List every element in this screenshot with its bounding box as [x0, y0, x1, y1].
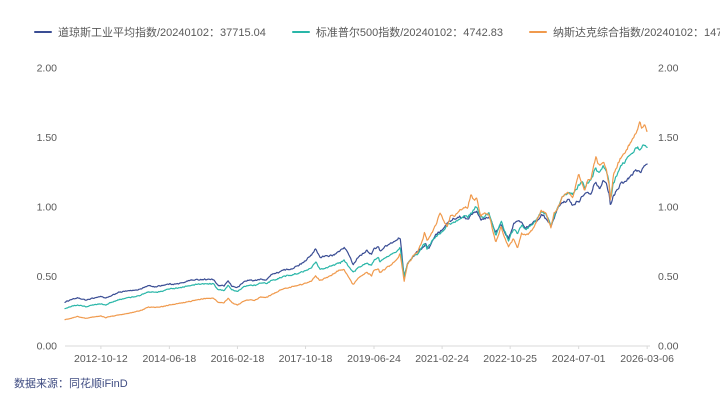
- y-tick-label-left: 2.00: [37, 63, 58, 75]
- x-tick-label: 2019-06-24: [347, 353, 401, 365]
- legend-swatch-icon: [34, 31, 52, 33]
- y-tick-label-right: 1.50: [658, 132, 679, 144]
- legend-swatch-icon: [529, 31, 548, 33]
- legend-label: 道琼斯工业平均指数/20240102：37715.04: [58, 27, 266, 39]
- legend-label: 标准普尔500指数/20240102：4742.83: [315, 27, 504, 39]
- series-line-2: [64, 121, 648, 321]
- legend-swatch-icon: [291, 31, 310, 33]
- legend: 道琼斯工业平均指数/20240102：37715.04 标准普尔500指数/202…: [34, 24, 720, 40]
- legend-item-0[interactable]: 道琼斯工业平均指数/20240102：37715.04: [34, 24, 266, 40]
- y-tick-label-right: 0.50: [658, 271, 679, 283]
- legend-item-1[interactable]: 标准普尔500指数/20240102：4742.83: [291, 24, 504, 40]
- x-tick-label: 2014-06-18: [143, 353, 197, 365]
- y-tick-label-left: 1.50: [37, 132, 58, 144]
- y-tick-label-left: 0.00: [37, 341, 58, 353]
- y-tick-label-right: 2.00: [658, 63, 679, 75]
- y-tick-label-right: 0.00: [658, 341, 679, 353]
- y-tick-label-left: 0.50: [37, 271, 58, 283]
- x-tick-label: 2017-10-18: [279, 353, 333, 365]
- x-tick-label: 2016-02-18: [211, 353, 265, 365]
- x-tick-label: 2022-10-25: [483, 353, 537, 365]
- data-source: 数据来源：同花顺iFinD: [14, 378, 128, 390]
- x-tick-label: 2026-03-06: [620, 353, 674, 365]
- y-tick-label-right: 1.00: [658, 202, 679, 214]
- x-tick-label: 2024-07-01: [552, 353, 606, 365]
- y-tick-label-left: 1.00: [37, 202, 58, 214]
- x-tick-label: 2021-02-24: [415, 353, 469, 365]
- x-tick-label: 2012-10-12: [74, 353, 128, 365]
- legend-item-2[interactable]: 纳斯达克综合指数/20240102：14765.94: [529, 24, 720, 40]
- series-line-1: [64, 144, 648, 310]
- legend-label: 纳斯达克综合指数/20240102：14765.94: [553, 27, 720, 39]
